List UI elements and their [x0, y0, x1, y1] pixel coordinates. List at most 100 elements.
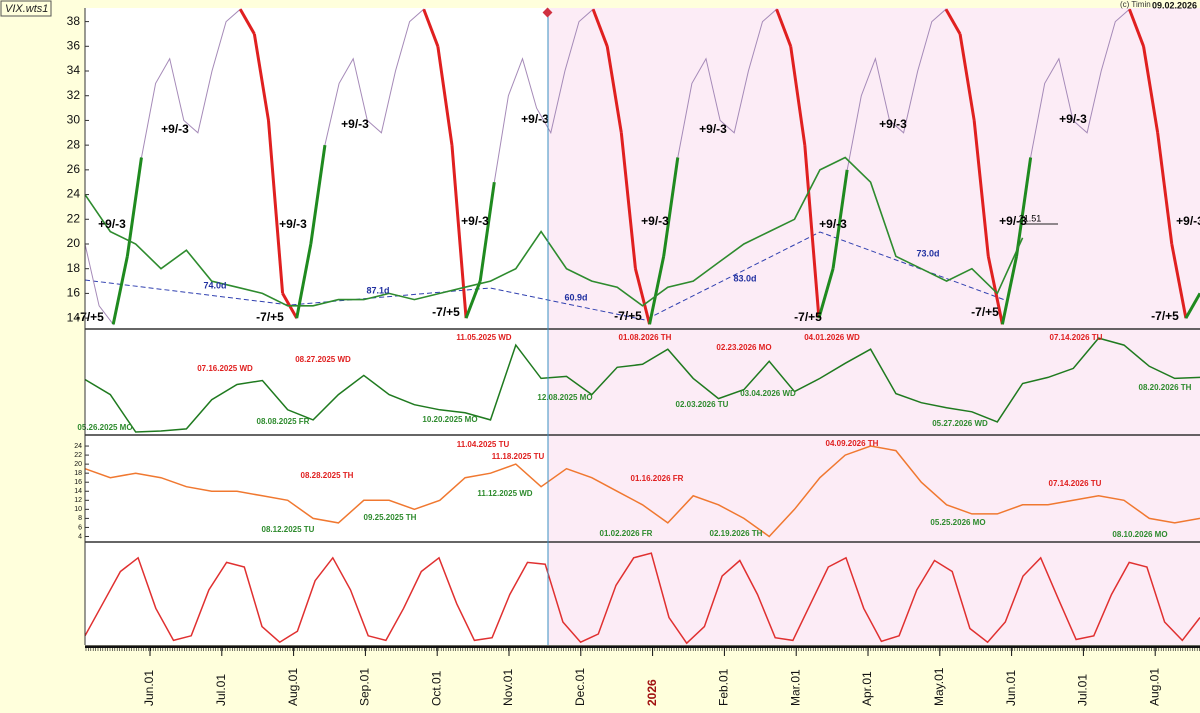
annotation: 83.0d — [733, 273, 756, 283]
annotation: +9/-3 — [999, 214, 1027, 228]
symbol-box — [0, 0, 52, 17]
date-label: 08.12.2025 TU — [262, 525, 315, 534]
annotation: +9/-3 — [699, 122, 727, 136]
cycle-phase — [803, 145, 821, 319]
cycle-phase — [1015, 157, 1033, 257]
date-label: 08.28.2025 TH — [301, 471, 354, 480]
x-tick-label: Sep.01 — [358, 668, 372, 706]
cycle-phase — [450, 145, 468, 319]
date-label: 11.12.2025 WD — [477, 489, 532, 498]
annotation: -7/+5 — [971, 305, 999, 319]
cycle-phase — [478, 181, 496, 282]
x-tick-label: Aug.01 — [286, 668, 300, 706]
x-tick-label: Mar.01 — [788, 669, 802, 706]
x-tick-label: Oct.01 — [429, 670, 443, 706]
date-label: 12.08.2025 MO — [537, 393, 592, 402]
cycle-phase — [1184, 292, 1200, 319]
y-tick-label: 22 — [67, 211, 81, 225]
cycle-phase — [619, 132, 637, 269]
y-tick-label: 6 — [78, 524, 82, 531]
annotation: +9/-3 — [1059, 112, 1087, 126]
cycle-phase — [1128, 8, 1145, 47]
annotation: 74.0d — [203, 280, 226, 290]
y-tick-label: 22 — [74, 452, 82, 459]
date-label: 07.14.2026 TU — [1049, 479, 1102, 488]
date-label: 11.05.2025 WD — [456, 333, 511, 342]
date-label: 09.25.2025 TH — [364, 513, 417, 522]
annotation: +9/-3 — [641, 214, 669, 228]
x-tick-label: Jul.01 — [1076, 674, 1090, 706]
annotation: +9/-3 — [461, 214, 489, 228]
date-label: 02.03.2026 TU — [676, 400, 729, 409]
annotation: 60.9d — [564, 292, 587, 302]
annotation: 21.51 — [1019, 213, 1042, 223]
x-tick-label: 2026 — [645, 679, 659, 706]
date-label: 04.09.2026 TH — [826, 439, 879, 448]
cycle-phase — [422, 8, 440, 47]
cycle-phase — [817, 268, 835, 319]
cycle-phase — [633, 268, 652, 325]
series-line — [84, 552, 1200, 645]
y-tick-label: 8 — [78, 515, 82, 522]
y-tick-label: 36 — [67, 38, 81, 52]
cycle-phase — [986, 256, 1004, 325]
date-label: 08.08.2025 FR — [257, 417, 310, 426]
date-label: 02.19.2026 TH — [710, 529, 763, 538]
y-tick-label: 34 — [67, 63, 81, 77]
x-tick-label: Jun.01 — [142, 670, 156, 706]
cursor-marker — [542, 7, 553, 18]
cycle-phase — [775, 8, 793, 47]
date-label: 07.16.2025 WD — [197, 364, 253, 373]
cycle-phase — [662, 157, 680, 257]
y-tick-label: 20 — [67, 236, 81, 250]
date-label: 10.20.2025 MO — [422, 415, 477, 424]
date-label: 01.16.2026 FR — [631, 474, 684, 483]
annotation: -7/+5 — [794, 310, 822, 324]
date-label: 02.23.2026 MO — [716, 343, 771, 352]
date-label: 11.18.2025 TU — [492, 452, 545, 461]
cycle-phase — [1000, 256, 1018, 325]
cycle-phase — [309, 144, 327, 245]
y-tick-label: 16 — [74, 479, 82, 486]
date-label: 05.26.2025 MO — [77, 423, 132, 432]
y-tick-label: 18 — [74, 470, 82, 477]
y-tick-label: 32 — [67, 88, 81, 102]
cycle-phase — [789, 46, 807, 146]
cycle-phase — [436, 46, 454, 146]
cycle-phase — [111, 256, 129, 325]
copyright: (c) Timin — [1120, 0, 1151, 9]
y-tick-label: 28 — [67, 137, 81, 151]
annotation: +9/-3 — [279, 217, 307, 231]
cycle-phase — [1170, 243, 1188, 319]
y-tick-label: 14 — [74, 488, 82, 495]
date-label: 08.27.2025 WD — [295, 355, 351, 364]
date-label: 11.04.2025 TU — [457, 440, 510, 449]
date-label: 05.27.2026 WD — [932, 419, 988, 428]
date-label: 08.20.2026 TH — [1139, 383, 1192, 392]
series-line — [84, 337, 1200, 433]
x-tick-label: Aug.01 — [1147, 668, 1161, 706]
date-label: 03.04.2026 WD — [740, 389, 796, 398]
symbol: VIX.wts1 — [5, 3, 48, 15]
cycle-phase — [648, 256, 666, 325]
cycle-phase — [605, 46, 623, 134]
annotation: +9/-3 — [819, 217, 847, 231]
x-tick-label: Apr.01 — [860, 671, 874, 706]
x-tick-label: Jun.01 — [1004, 670, 1018, 706]
y-tick-label: 24 — [74, 443, 82, 450]
cycle-phase — [125, 157, 143, 257]
cycle-phase — [591, 8, 609, 47]
annotation: +9/-3 — [161, 122, 189, 136]
annotation: +9/-3 — [341, 117, 369, 131]
date-label: 07.14.2026 TU — [1050, 333, 1103, 342]
annotation: -7/+5 — [614, 309, 642, 323]
cycle-phase — [238, 8, 256, 35]
annotation: +9/-3 — [98, 217, 126, 231]
annotation: -7/+5 — [76, 310, 104, 324]
cycle-phase — [958, 33, 976, 121]
cycle-phase — [944, 8, 962, 35]
cycle-phase — [831, 169, 849, 269]
annotation: +9/-3 — [521, 112, 549, 126]
cycle-phase — [1142, 46, 1160, 134]
cycle-phase — [252, 33, 270, 121]
